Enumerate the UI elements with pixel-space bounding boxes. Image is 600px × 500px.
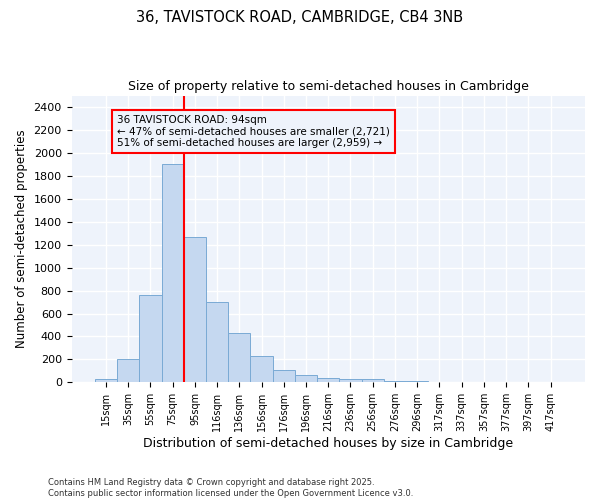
Bar [272,370,295,382]
Bar [117,360,139,382]
Text: 36, TAVISTOCK ROAD, CAMBRIDGE, CB4 3NB: 36, TAVISTOCK ROAD, CAMBRIDGE, CB4 3NB [136,10,464,25]
Bar [362,380,384,382]
Bar [340,379,362,382]
X-axis label: Distribution of semi-detached houses by size in Cambridge: Distribution of semi-detached houses by … [143,437,514,450]
Title: Size of property relative to semi-detached houses in Cambridge: Size of property relative to semi-detach… [128,80,529,93]
Bar [406,381,428,382]
Y-axis label: Number of semi-detached properties: Number of semi-detached properties [15,130,28,348]
Bar [317,378,340,382]
Bar [250,356,272,382]
Bar [384,380,406,382]
Text: 36 TAVISTOCK ROAD: 94sqm
← 47% of semi-detached houses are smaller (2,721)
51% o: 36 TAVISTOCK ROAD: 94sqm ← 47% of semi-d… [117,115,390,148]
Bar [161,164,184,382]
Bar [228,333,250,382]
Bar [184,236,206,382]
Bar [139,295,161,382]
Bar [295,375,317,382]
Bar [95,380,117,382]
Text: Contains HM Land Registry data © Crown copyright and database right 2025.
Contai: Contains HM Land Registry data © Crown c… [48,478,413,498]
Bar [206,302,228,382]
